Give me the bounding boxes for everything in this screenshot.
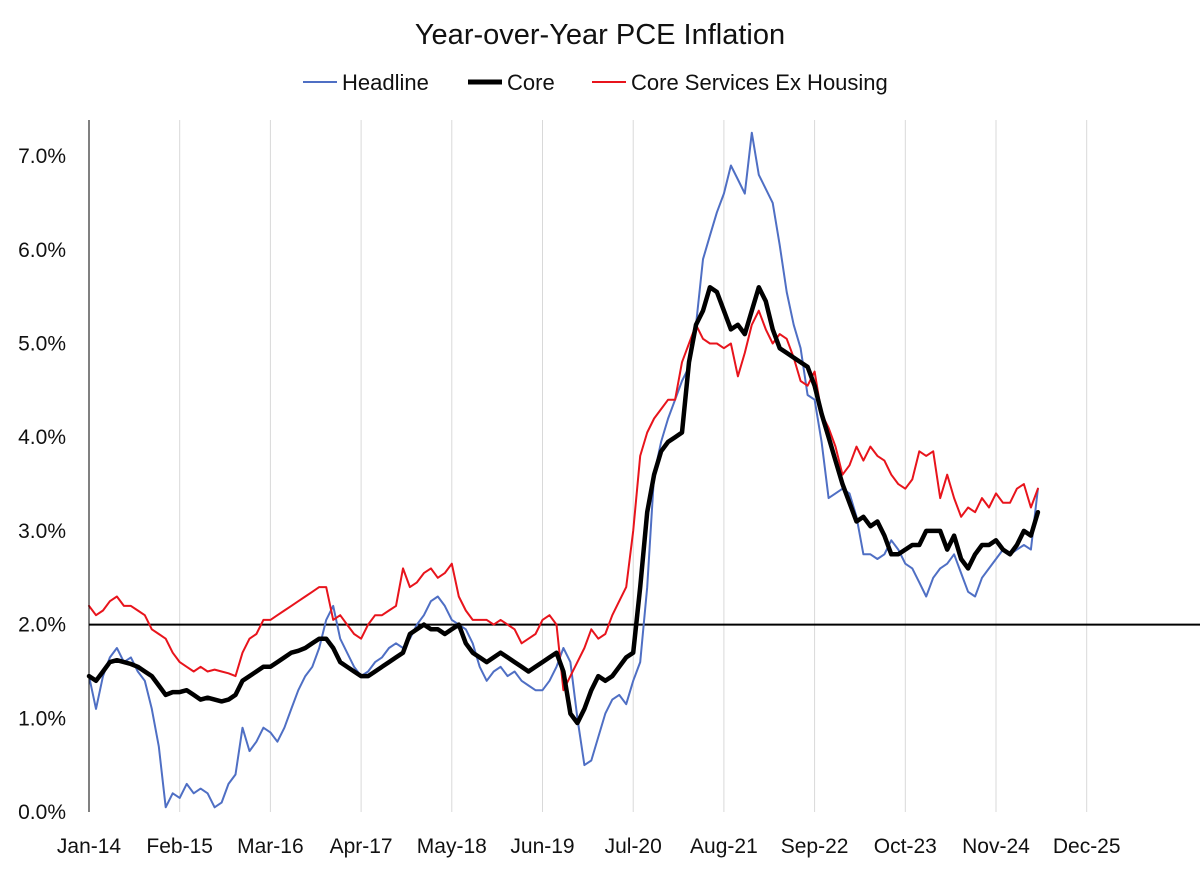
- y-tick-label-6-0: 6.0%: [18, 239, 66, 262]
- x-tick-label-oct-23: Oct-23: [874, 835, 937, 858]
- x-axis-ticks: Jan-14 Feb-15 Mar-16 Apr-17 May-18 Jun-19 Jul-…: [57, 835, 1121, 858]
- y-tick-label-0-0: 0.0%: [18, 801, 66, 824]
- gridlines: [179, 120, 1088, 812]
- series-line-core: [86, 285, 1041, 726]
- legend-label-core-services-ex-housing: Core Services Ex Housing: [631, 70, 888, 95]
- series-line-headline: [88, 131, 1039, 809]
- y-tick-label-2-0: 2.0%: [18, 614, 66, 637]
- x-tick-label-apr-17: Apr-17: [330, 835, 393, 858]
- x-tick-label-sep-22: Sep-22: [781, 835, 849, 858]
- x-tick-label-dec-25: Dec-25: [1053, 835, 1121, 858]
- legend: Headline Core Core Services Ex Housing: [303, 70, 888, 95]
- x-tick-label-jan-14: Jan-14: [57, 835, 122, 858]
- y-tick-label-4-0: 4.0%: [18, 426, 66, 449]
- legend-label-headline: Headline: [342, 70, 429, 95]
- legend-label-core: Core: [507, 70, 555, 95]
- series-line-core-services-ex-housing: [88, 309, 1039, 692]
- y-tick-label-5-0: 5.0%: [18, 333, 66, 356]
- x-tick-label-aug-21: Aug-21: [690, 835, 758, 858]
- y-axis-ticks: 0.0% 1.0% 2.0% 3.0% 4.0% 5.0% 6.0% 7.0%: [18, 145, 66, 824]
- x-tick-label-mar-16: Mar-16: [237, 835, 304, 858]
- series-lines: [86, 131, 1041, 809]
- x-tick-label-feb-15: Feb-15: [146, 835, 213, 858]
- x-tick-label-may-18: May-18: [417, 835, 487, 858]
- x-tick-label-jun-19: Jun-19: [510, 835, 574, 858]
- y-tick-label-7-0: 7.0%: [18, 145, 66, 168]
- x-tick-label-jul-20: Jul-20: [605, 835, 662, 858]
- y-tick-label-3-0: 3.0%: [18, 520, 66, 543]
- y-tick-label-1-0: 1.0%: [18, 707, 66, 730]
- chart-title: Year-over-Year PCE Inflation: [415, 19, 785, 51]
- x-tick-label-nov-24: Nov-24: [962, 835, 1030, 858]
